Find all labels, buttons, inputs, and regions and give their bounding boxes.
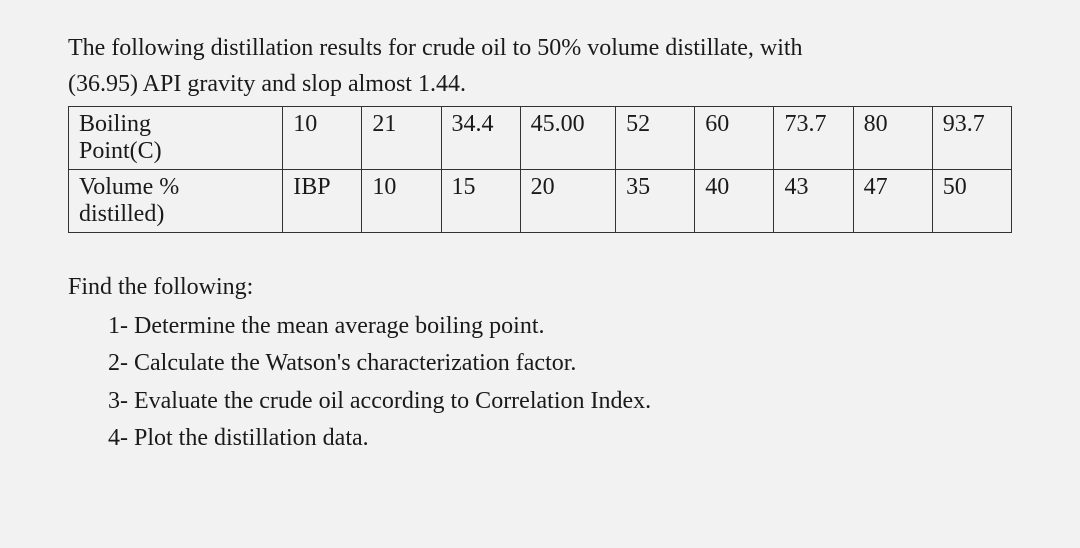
table-cell: 93.7 (932, 107, 1011, 170)
label-text: distilled) (79, 201, 164, 227)
table-cell: 34.4 (441, 107, 520, 170)
table-cell: 21 (362, 107, 441, 170)
distillation-table: Boiling Point(C) 10 21 34.4 45.00 52 60 … (68, 106, 1012, 233)
list-item: 4- Plot the distillation data. (108, 420, 1012, 457)
table-cell: 73.7 (774, 107, 853, 170)
table-cell: 60 (695, 107, 774, 170)
find-list: 1- Determine the mean average boiling po… (68, 308, 1012, 457)
table-cell: 47 (853, 170, 932, 233)
intro-line2: (36.95) API gravity and slop almost 1.44… (68, 71, 466, 97)
table-cell: 50 (932, 170, 1011, 233)
intro-paragraph: The following distillation results for c… (68, 30, 1012, 102)
table-cell: 52 (616, 107, 695, 170)
find-heading: Find the following: (68, 269, 1012, 306)
table-cell: 15 (441, 170, 520, 233)
list-item: 2- Calculate the Watson's characterizati… (108, 345, 1012, 382)
table-cell: 10 (362, 170, 441, 233)
row-label-volume: Volume % distilled) (69, 170, 283, 233)
label-text: Boiling (79, 111, 151, 137)
label-text: Volume % (79, 174, 179, 200)
list-item: 1- Determine the mean average boiling po… (108, 308, 1012, 345)
row-label-boiling: Boiling Point(C) (69, 107, 283, 170)
table-row: Volume % distilled) IBP 10 15 20 35 40 4… (69, 170, 1012, 233)
table-cell: IBP (283, 170, 362, 233)
table-cell: 10 (283, 107, 362, 170)
table-cell: 80 (853, 107, 932, 170)
table-cell: 40 (695, 170, 774, 233)
table-cell: 43 (774, 170, 853, 233)
table-cell: 20 (520, 170, 615, 233)
find-section: Find the following: 1- Determine the mea… (68, 269, 1012, 457)
list-item: 3- Evaluate the crude oil according to C… (108, 383, 1012, 420)
intro-line1: The following distillation results for c… (68, 35, 803, 61)
table-cell: 35 (616, 170, 695, 233)
label-text: Point(C) (79, 138, 162, 164)
table-row: Boiling Point(C) 10 21 34.4 45.00 52 60 … (69, 107, 1012, 170)
table-cell: 45.00 (520, 107, 615, 170)
